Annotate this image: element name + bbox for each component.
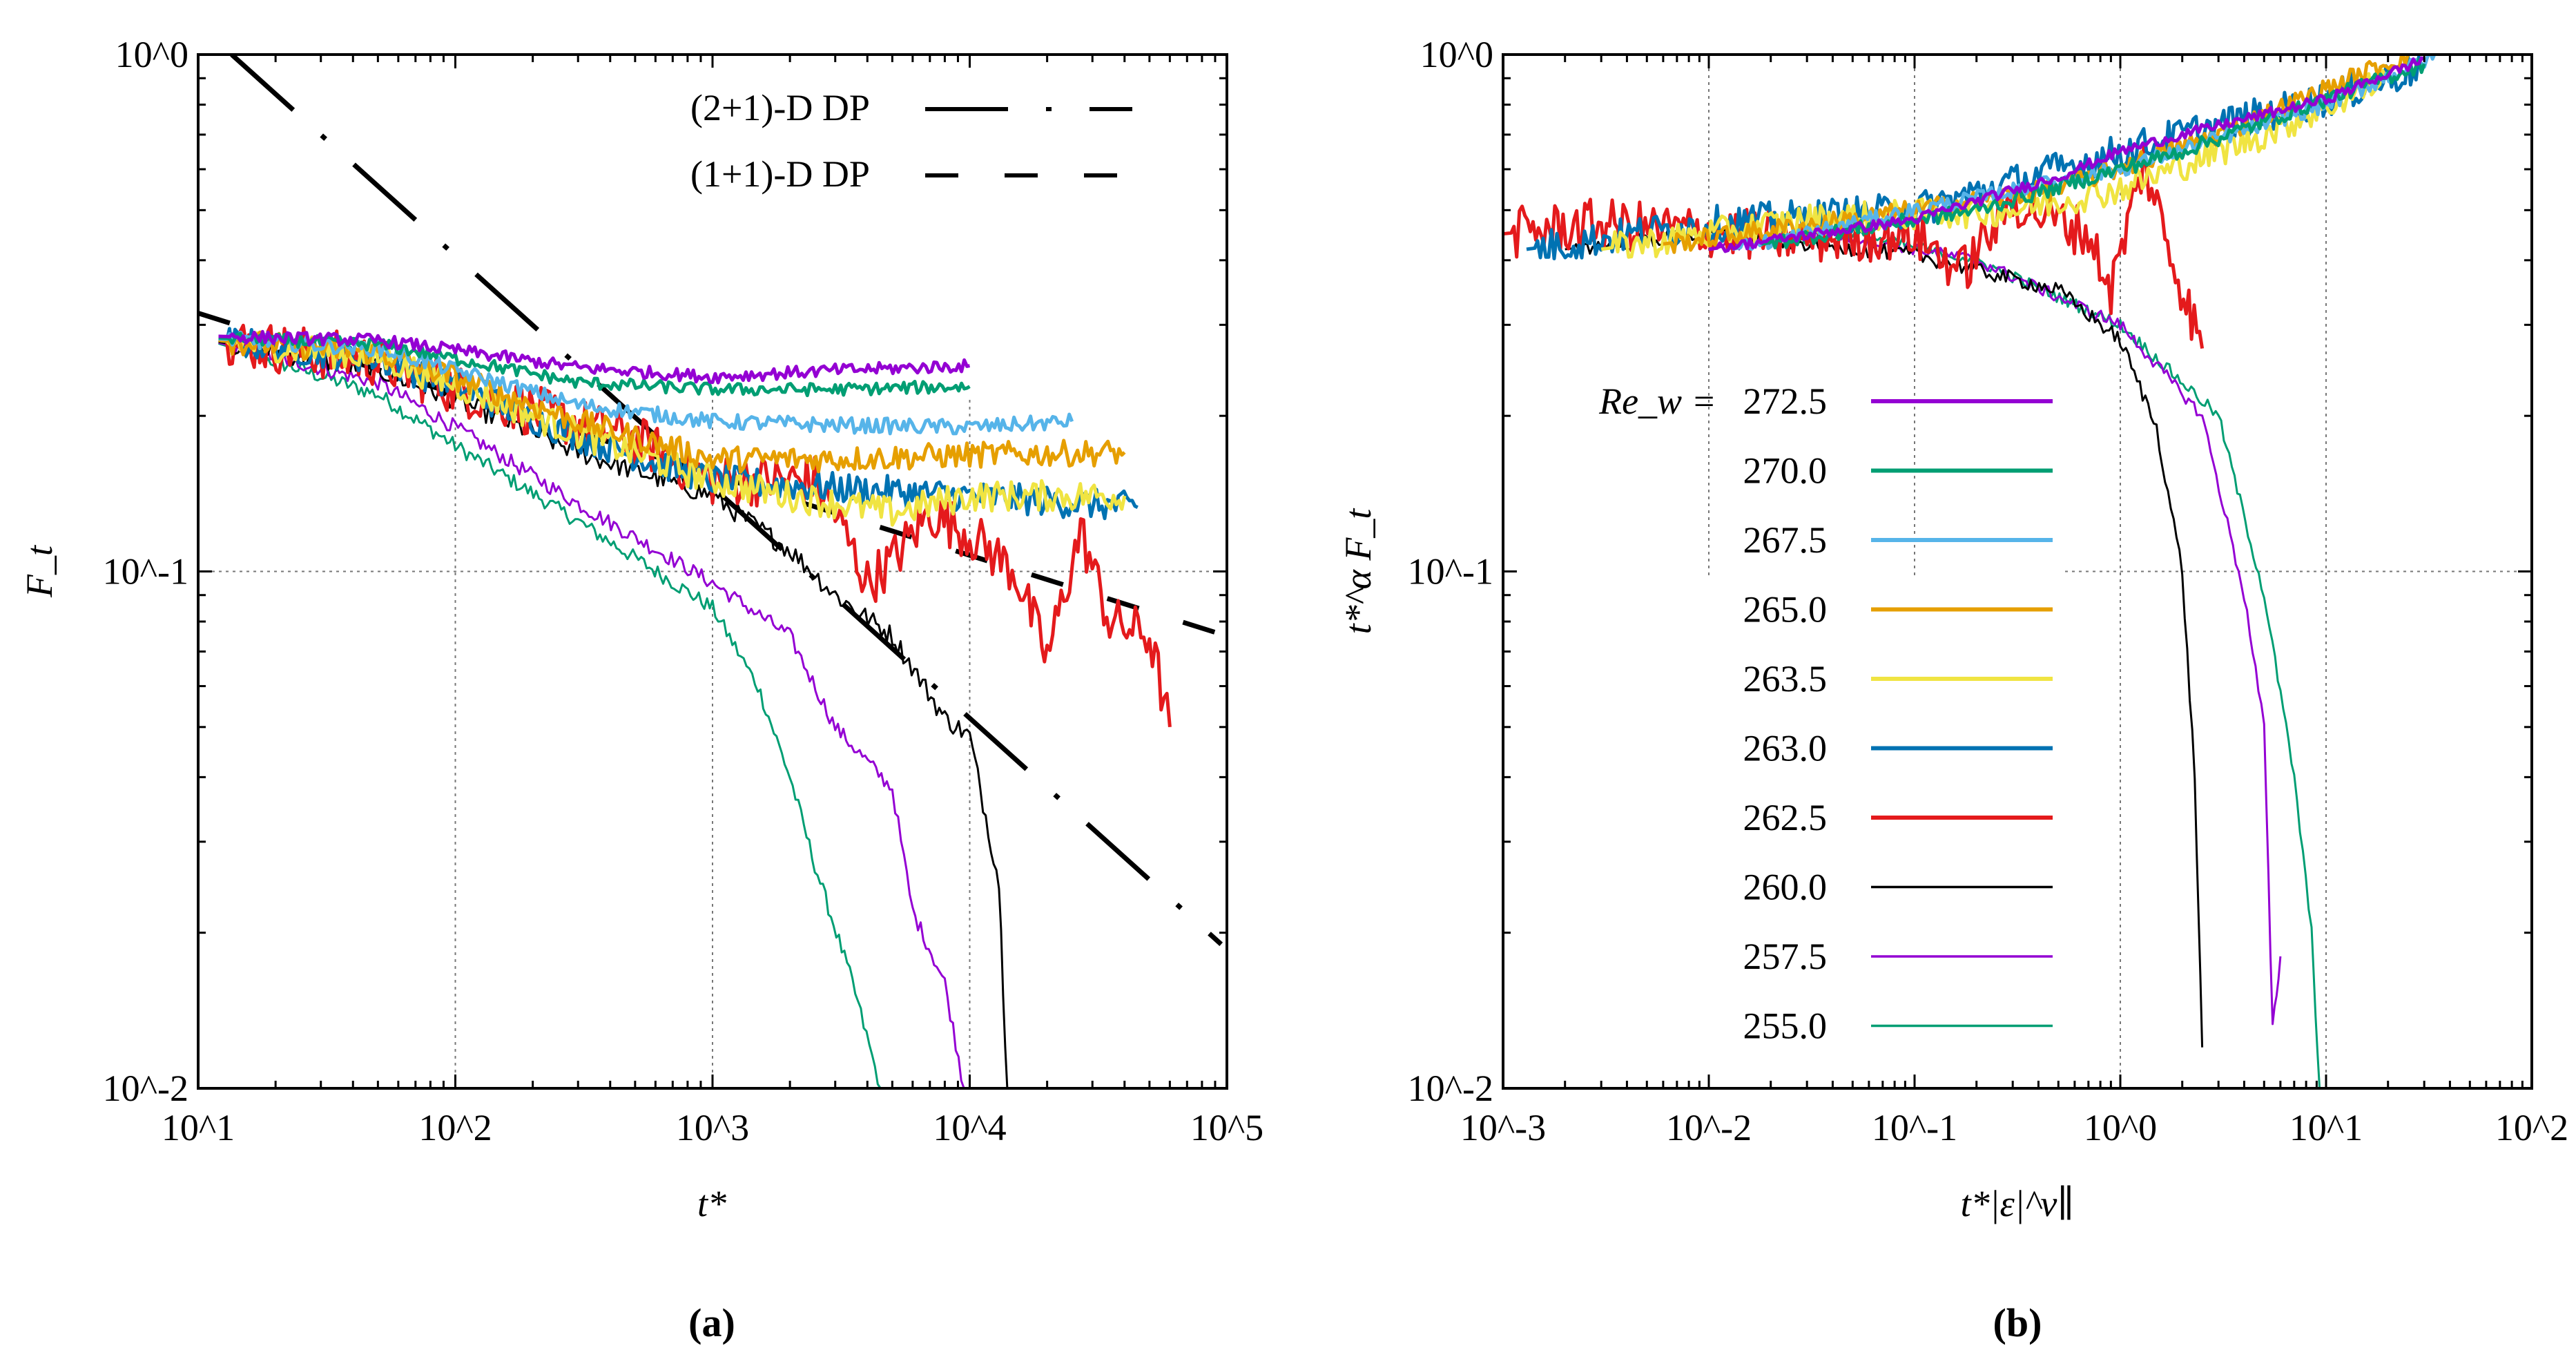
legend-background (677, 134, 1215, 196)
panel-caption: (a) (688, 1300, 735, 1345)
x-axis-label: t* (697, 1183, 726, 1224)
y-tick-label: 10^-2 (1408, 1068, 1493, 1109)
legend-label: 263.5 (1743, 658, 1828, 700)
series-line-265-0 (218, 330, 1126, 474)
panel-caption: (b) (1993, 1300, 2042, 1345)
x-tick-label: 10^-1 (1872, 1107, 1957, 1148)
reference-line-dash-dot (230, 55, 1223, 946)
legend-label: 265.0 (1743, 589, 1828, 630)
legend-label: (2+1)-D DP (690, 87, 870, 128)
x-tick-label: 10^-3 (1460, 1107, 1546, 1148)
series-line-257-5 (1708, 229, 2282, 1025)
x-tick-label: 10^2 (418, 1107, 492, 1148)
legend-label: 263.0 (1743, 728, 1828, 769)
legend-label: 255.0 (1743, 1005, 1828, 1047)
x-axis-label: t*|ε|^ν∥ (1961, 1183, 2075, 1224)
legend-label: (1+1)-D DP (690, 153, 870, 195)
x-tick-label: 10^5 (1190, 1107, 1263, 1148)
series-line-263-0 (1526, 55, 2425, 260)
series-line-270-0 (1761, 57, 2426, 250)
x-tick-label: 10^-2 (1666, 1107, 1752, 1148)
series-line-260-0 (1565, 225, 2204, 1048)
y-tick-label: 10^-2 (103, 1068, 188, 1109)
series-line-272-5 (218, 329, 970, 385)
legend-label: 270.0 (1743, 450, 1828, 492)
legend-label: 260.0 (1743, 867, 1828, 908)
ticks (1502, 53, 2533, 1090)
y-tick-label: 10^-1 (1408, 551, 1493, 593)
series-line-257-5 (218, 338, 965, 1088)
plot-area (198, 55, 1227, 1088)
series-line-272-5 (1708, 56, 2425, 253)
y-tick-label: 10^0 (1420, 34, 1493, 75)
legend-background (677, 68, 1215, 130)
y-axis-label: F_t (19, 544, 60, 598)
x-tick-label: 10^2 (2495, 1107, 2568, 1148)
legend-title: Re_w = (1598, 380, 1716, 422)
series-line-255-0 (1790, 229, 2321, 1088)
y-tick-label: 10^0 (115, 34, 188, 75)
panel-a-chart: 10^1 10^2 10^3 10^4 10^5 10^-2 10^-1 10^0 t* F_t (… (19, 34, 1263, 1345)
x-tick-label: 10^1 (162, 1107, 235, 1148)
ticks (197, 53, 1228, 1090)
x-tick-label: 10^1 (2289, 1107, 2363, 1148)
reference-line-dashed (198, 311, 1227, 639)
legend-label: 262.5 (1743, 797, 1828, 838)
legend-label: 267.5 (1743, 519, 1828, 561)
x-tick-label: 10^4 (933, 1107, 1006, 1148)
legend-label: 257.5 (1743, 936, 1828, 977)
panel-b-chart: 10^-3 10^-2 10^-1 10^0 10^1 10^210^-210^-110^… (1337, 34, 2568, 1345)
gridlines (1708, 55, 2532, 1088)
plot-area (1503, 55, 2439, 1088)
series-line-263-5 (1600, 68, 2390, 259)
y-tick-label: 10^-1 (103, 551, 188, 593)
gridlines (198, 400, 1227, 1088)
x-tick-label: 10^0 (2084, 1107, 2157, 1148)
x-tick-label: 10^3 (676, 1107, 749, 1148)
legend-label: 272.5 (1743, 380, 1828, 422)
series-line-260-0 (218, 335, 1009, 1088)
y-axis-label: t*^α F_t (1337, 508, 1379, 635)
